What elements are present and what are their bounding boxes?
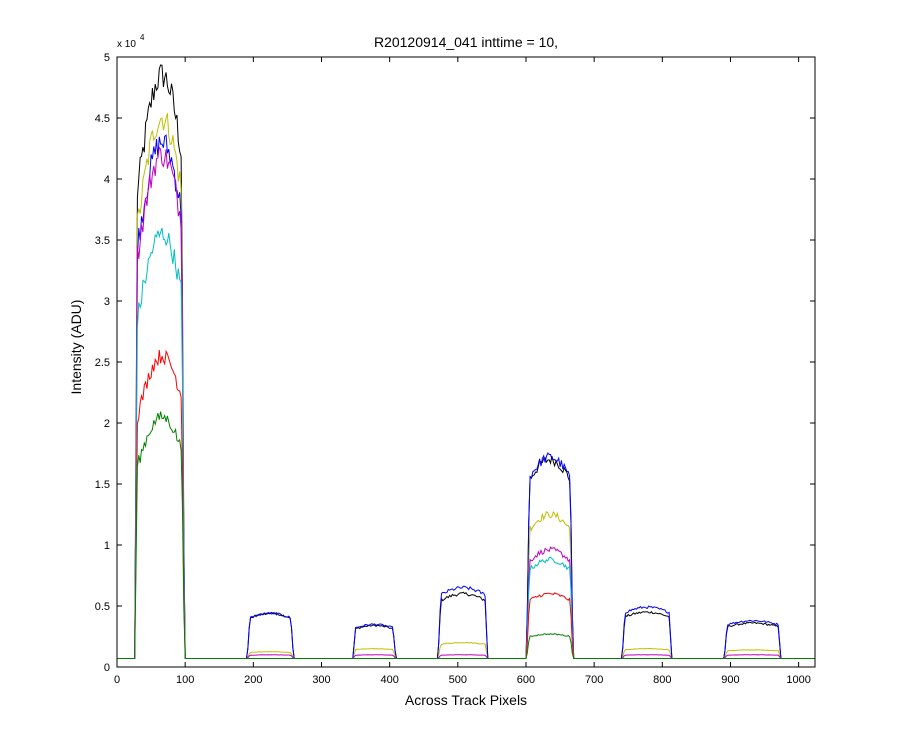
y-tick-label: 4.5 [95,113,110,125]
y-axis-ticks: 0 0.5 1 1.5 2 2.5 3 3.5 4 4.5 5 [95,52,815,674]
y-tick-label: 0.5 [95,601,110,613]
y-tick-label: 2 [104,418,110,430]
series-layer [117,64,815,659]
x-tick-label: 500 [449,674,467,686]
y-tick-label: 4 [104,174,110,186]
y-tick-label: 0 [104,662,110,674]
x-tick-label: 900 [721,674,739,686]
plot-area [117,57,815,667]
x-tick-label: 400 [380,674,398,686]
x-tick-label: 200 [244,674,262,686]
y-axis-exponent-base: x 10 [117,39,136,50]
y-tick-label: 3.5 [95,235,110,247]
x-tick-label: 700 [585,674,603,686]
y-axis-title: Intensity (ADU) [68,300,84,395]
y-tick-label: 3 [104,296,110,308]
x-axis-ticks: 0 100 200 300 400 500 600 700 800 900 1000 [114,57,811,686]
y-tick-label: 1.5 [95,479,110,491]
x-tick-label: 1000 [786,674,810,686]
series-line [117,411,815,659]
x-tick-label: 600 [517,674,535,686]
x-tick-label: 800 [653,674,671,686]
x-tick-label: 0 [114,674,120,686]
x-axis-title: Across Track Pixels [405,692,527,708]
chart-title: R20120914_041 inttime = 10, [374,34,558,50]
y-tick-label: 5 [104,52,110,64]
y-tick-label: 1 [104,540,110,552]
x-tick-label: 100 [176,674,194,686]
y-axis-exponent-power: 4 [140,33,145,42]
x-tick-label: 300 [312,674,330,686]
y-tick-label: 2.5 [95,357,110,369]
